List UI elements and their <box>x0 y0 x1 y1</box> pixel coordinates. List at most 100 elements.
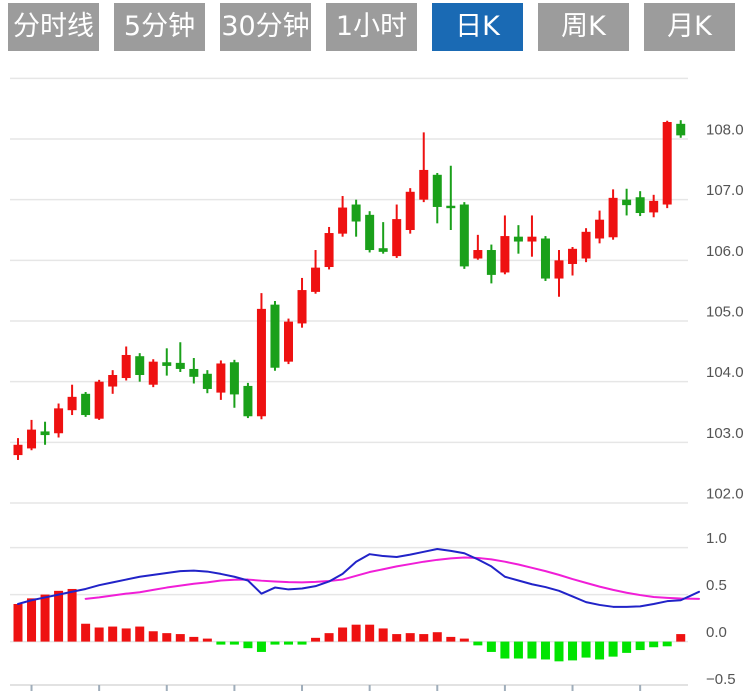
candle-body-up <box>13 444 23 456</box>
macd-bar-up <box>121 628 131 642</box>
candle-body-up <box>67 396 77 411</box>
candle-body-up <box>392 219 402 257</box>
tab-1hour[interactable]: 1小时 <box>326 3 417 51</box>
candle-body-up <box>121 354 131 379</box>
macd-bar-up <box>54 590 64 642</box>
macd-bar-down <box>540 641 550 660</box>
candle-body-down <box>365 214 375 251</box>
candle-body-up <box>500 236 510 273</box>
candle-body-down <box>378 248 388 252</box>
tab-30min[interactable]: 30分钟 <box>220 3 311 51</box>
candle-body-up <box>608 197 618 238</box>
candle-body-up <box>554 260 564 279</box>
macd-bar-up <box>162 633 172 642</box>
macd-bar-up <box>405 633 415 642</box>
tab-5min[interactable]: 5分钟 <box>114 3 205 51</box>
candle-body-up <box>419 169 429 200</box>
macd-bar-down <box>513 641 523 659</box>
macd-bar-down <box>649 641 659 648</box>
candle-body-down <box>540 238 550 279</box>
macd-bar-up <box>676 634 686 642</box>
macd-bar-down <box>270 641 280 645</box>
dea-line <box>84 556 700 600</box>
macd-bar-down <box>229 641 239 645</box>
macd-bar-down <box>595 641 605 660</box>
candle-body-up <box>324 233 334 268</box>
macd-bar-down <box>256 641 266 652</box>
macd-bar-up <box>446 636 456 642</box>
candle-body-down <box>81 393 91 416</box>
dif-line <box>17 548 700 608</box>
candle-body-down <box>189 368 199 377</box>
candle-body-up <box>108 375 118 387</box>
candle-body-down <box>486 250 496 275</box>
candle-body-down <box>175 362 185 369</box>
macd-bar-down <box>622 641 632 653</box>
price-axis-label: 106.0 <box>706 243 744 260</box>
macd-bar-up <box>40 594 50 642</box>
price-axis-label: 104.0 <box>706 364 744 381</box>
candle-body-up <box>581 231 591 259</box>
candle-body-down <box>622 199 632 206</box>
macd-bar-up <box>338 627 348 642</box>
candle-body-up <box>568 248 578 264</box>
macd-bar-up <box>189 636 199 642</box>
candle-body-up <box>284 321 293 362</box>
candle-body-up <box>94 381 104 419</box>
macd-bar-up <box>459 638 469 642</box>
candle-body-down <box>676 123 686 136</box>
macd-bar-up <box>94 627 104 642</box>
candle-body-down <box>635 197 645 214</box>
candle-body-up <box>662 122 672 205</box>
tab-monthly-k[interactable]: 月K <box>644 3 735 51</box>
macd-bar-up <box>135 626 145 642</box>
macd-bar-down <box>486 641 496 652</box>
candle-body-down <box>513 236 523 242</box>
macd-bar-down <box>243 641 253 649</box>
candle-body-up <box>148 361 158 385</box>
candle-body-up <box>405 191 415 231</box>
macd-bar-down <box>554 641 564 662</box>
price-axis-label: 103.0 <box>706 425 744 442</box>
macd-bar-down <box>568 641 578 661</box>
macd-axis-label: 0.5 <box>706 577 727 594</box>
candle-body-up <box>649 200 659 213</box>
macd-bar-up <box>148 631 158 642</box>
macd-bar-down <box>608 641 618 657</box>
tab-time-share-line[interactable]: 分时线 <box>8 3 99 51</box>
macd-axis-label: 1.0 <box>706 530 727 547</box>
macd-bar-down <box>297 641 307 645</box>
macd-bar-down <box>662 641 672 647</box>
candle-body-down <box>202 373 212 389</box>
candle-body-up <box>297 290 307 324</box>
macd-axis-label: −0.5 <box>706 671 736 688</box>
candle-body-up <box>595 219 605 239</box>
candle-body-down <box>459 204 469 267</box>
candle-body-down <box>162 362 172 366</box>
macd-bar-up <box>27 598 37 642</box>
macd-bar-up <box>311 637 321 642</box>
macd-bar-up <box>324 633 334 642</box>
candle-body-down <box>243 385 253 417</box>
candle-body-up <box>473 250 483 259</box>
candle-body-down <box>270 304 280 368</box>
candle-body-up <box>338 207 348 234</box>
candle-body-up <box>527 236 537 242</box>
price-axis-label: 105.0 <box>706 304 744 321</box>
tab-daily-k[interactable]: 日K <box>432 3 523 51</box>
candle-body-down <box>229 362 239 395</box>
candle-body-up <box>54 408 64 434</box>
macd-bar-up <box>13 604 23 642</box>
tab-weekly-k[interactable]: 周K <box>538 3 629 51</box>
macd-bar-up <box>419 634 429 642</box>
macd-axis-label: 0.0 <box>706 624 727 641</box>
candle-body-down <box>432 174 442 207</box>
macd-bar-up <box>392 634 402 642</box>
price-axis-label: 108.0 <box>706 122 744 139</box>
macd-bar-up <box>175 634 185 642</box>
candle-body-down <box>351 204 361 222</box>
macd-bar-up <box>365 624 375 642</box>
macd-bar-down <box>500 641 510 659</box>
